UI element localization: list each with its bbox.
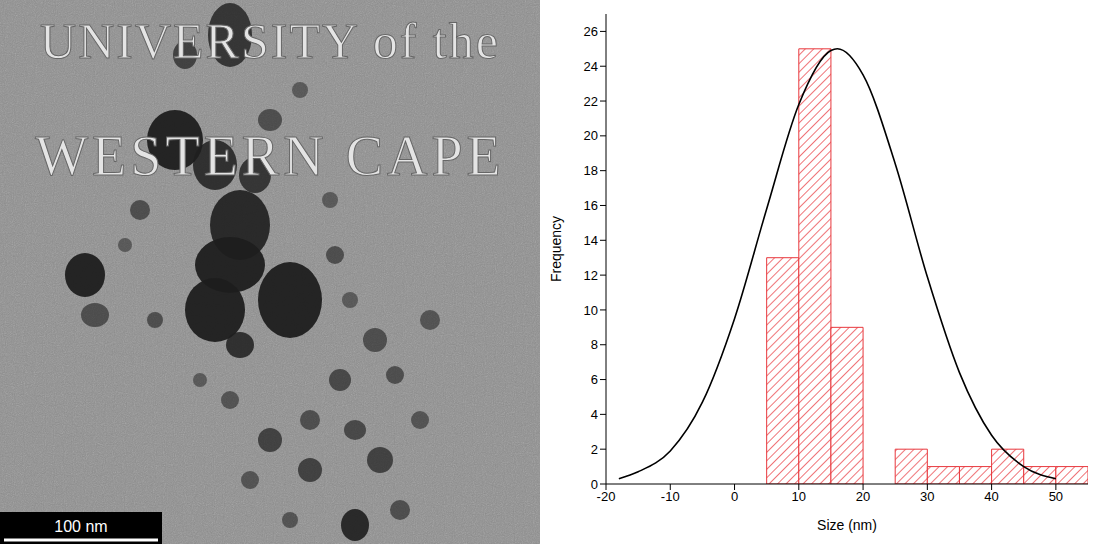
svg-text:-10: -10: [661, 489, 680, 504]
svg-text:24: 24: [584, 59, 598, 74]
svg-text:50: 50: [1049, 489, 1063, 504]
svg-text:2: 2: [591, 442, 598, 457]
svg-text:16: 16: [584, 198, 598, 213]
svg-text:Size (nm): Size (nm): [817, 517, 877, 533]
svg-text:Frequency: Frequency: [548, 216, 564, 282]
svg-text:8: 8: [591, 337, 598, 352]
svg-text:6: 6: [591, 372, 598, 387]
svg-text:-20: -20: [597, 489, 616, 504]
svg-text:20: 20: [584, 128, 598, 143]
svg-text:100 nm: 100 nm: [54, 518, 107, 535]
svg-text:10: 10: [584, 303, 598, 318]
svg-text:WESTERN CAPE: WESTERN CAPE: [35, 125, 505, 187]
svg-text:0: 0: [591, 477, 598, 492]
svg-text:10: 10: [792, 489, 806, 504]
svg-text:20: 20: [856, 489, 870, 504]
svg-text:40: 40: [984, 489, 998, 504]
svg-text:18: 18: [584, 163, 598, 178]
svg-text:UNIVERSITY of the: UNIVERSITY of the: [40, 13, 500, 69]
svg-text:26: 26: [584, 24, 598, 39]
svg-text:30: 30: [920, 489, 934, 504]
svg-text:12: 12: [584, 268, 598, 283]
svg-text:22: 22: [584, 94, 598, 109]
svg-text:14: 14: [584, 233, 598, 248]
svg-text:4: 4: [591, 407, 598, 422]
svg-text:0: 0: [731, 489, 738, 504]
